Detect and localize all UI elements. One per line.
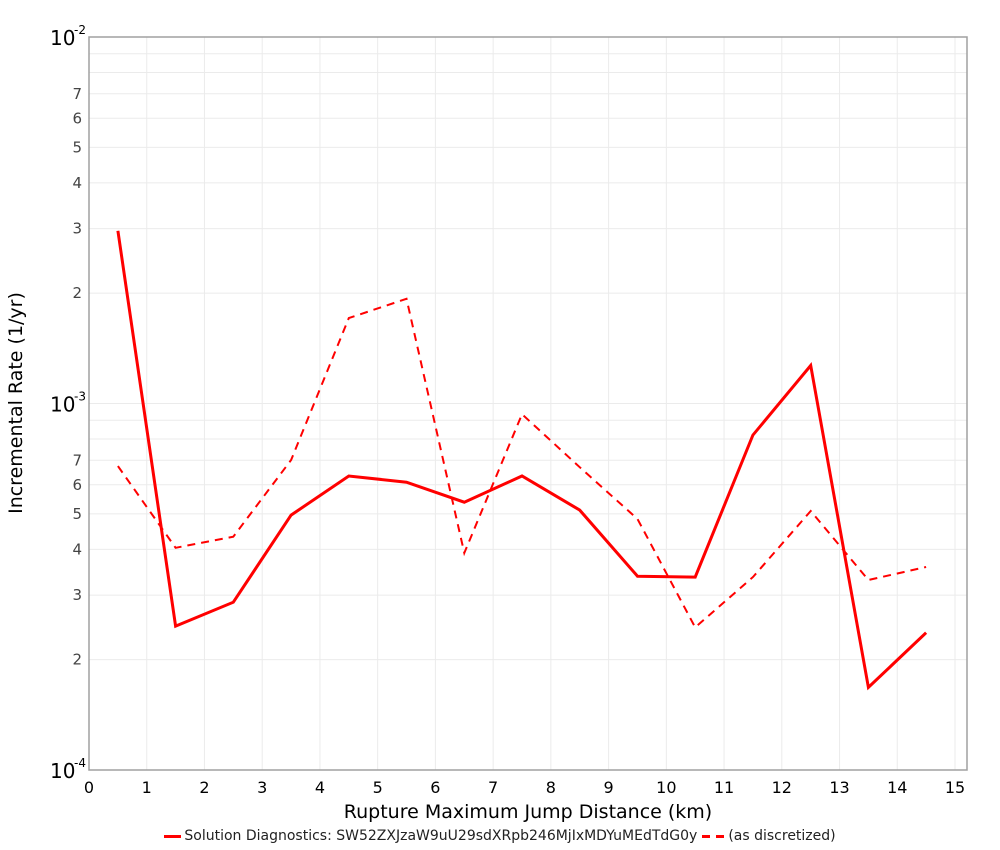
y-decade-tick: 10 <box>50 393 75 417</box>
x-tick: 2 <box>199 778 209 797</box>
legend-dashed-swatch <box>702 834 725 838</box>
x-tick: 12 <box>772 778 792 797</box>
y-minor-tick: 5 <box>72 505 82 523</box>
x-tick: 14 <box>887 778 907 797</box>
x-tick: 3 <box>257 778 267 797</box>
y-minor-tick: 5 <box>72 138 82 156</box>
plot-frame <box>88 36 968 771</box>
y-minor-tick: 2 <box>72 651 82 669</box>
y-decade-exponent: -4 <box>74 756 86 770</box>
legend-solid-label: Solution Diagnostics: SW52ZXJzaW9uU29sdX… <box>184 828 698 844</box>
legend-dashed-label: (as discretized) <box>728 828 836 844</box>
x-tick: 7 <box>488 778 498 797</box>
y-decade-exponent: -2 <box>74 23 86 37</box>
x-tick: 1 <box>142 778 152 797</box>
x-tick: 9 <box>604 778 614 797</box>
y-minor-tick: 7 <box>72 85 82 103</box>
x-tick: 5 <box>373 778 383 797</box>
y-minor-tick: 7 <box>72 451 82 469</box>
y-minor-tick: 3 <box>72 220 82 238</box>
x-tick: 4 <box>315 778 325 797</box>
series-lines <box>116 230 928 691</box>
y-minor-tick: 2 <box>72 284 82 302</box>
y-minor-tick: 3 <box>72 586 82 604</box>
grid-lines <box>88 37 967 771</box>
x-tick: 0 <box>84 778 94 797</box>
x-tick: 6 <box>430 778 440 797</box>
legend: Solution Diagnostics: SW52ZXJzaW9uU29sdX… <box>0 828 1000 844</box>
y-minor-tick: 6 <box>72 109 82 127</box>
x-tick: 11 <box>714 778 734 797</box>
y-minor-tick: 4 <box>72 174 82 192</box>
y-decade-tick: 10 <box>50 759 75 783</box>
series-solution-line <box>116 230 928 691</box>
y-decade-exponent: -3 <box>74 390 86 404</box>
x-axis-ticks: 0 1 2 3 4 5 6 7 8 9 10 11 12 13 14 15 <box>84 778 965 797</box>
y-minor-tick: 4 <box>72 540 82 558</box>
x-tick: 15 <box>945 778 965 797</box>
x-axis-label: Rupture Maximum Jump Distance (km) <box>344 801 712 823</box>
x-tick: 8 <box>546 778 556 797</box>
x-tick: 10 <box>656 778 676 797</box>
legend-solid-swatch <box>164 834 182 838</box>
y-axis-label: Incremental Rate (1/yr) <box>5 292 27 514</box>
y-decade-tick: 10 <box>50 26 75 50</box>
series-discretized-line <box>117 297 927 629</box>
y-minor-tick: 6 <box>72 476 82 494</box>
x-tick: 13 <box>829 778 849 797</box>
